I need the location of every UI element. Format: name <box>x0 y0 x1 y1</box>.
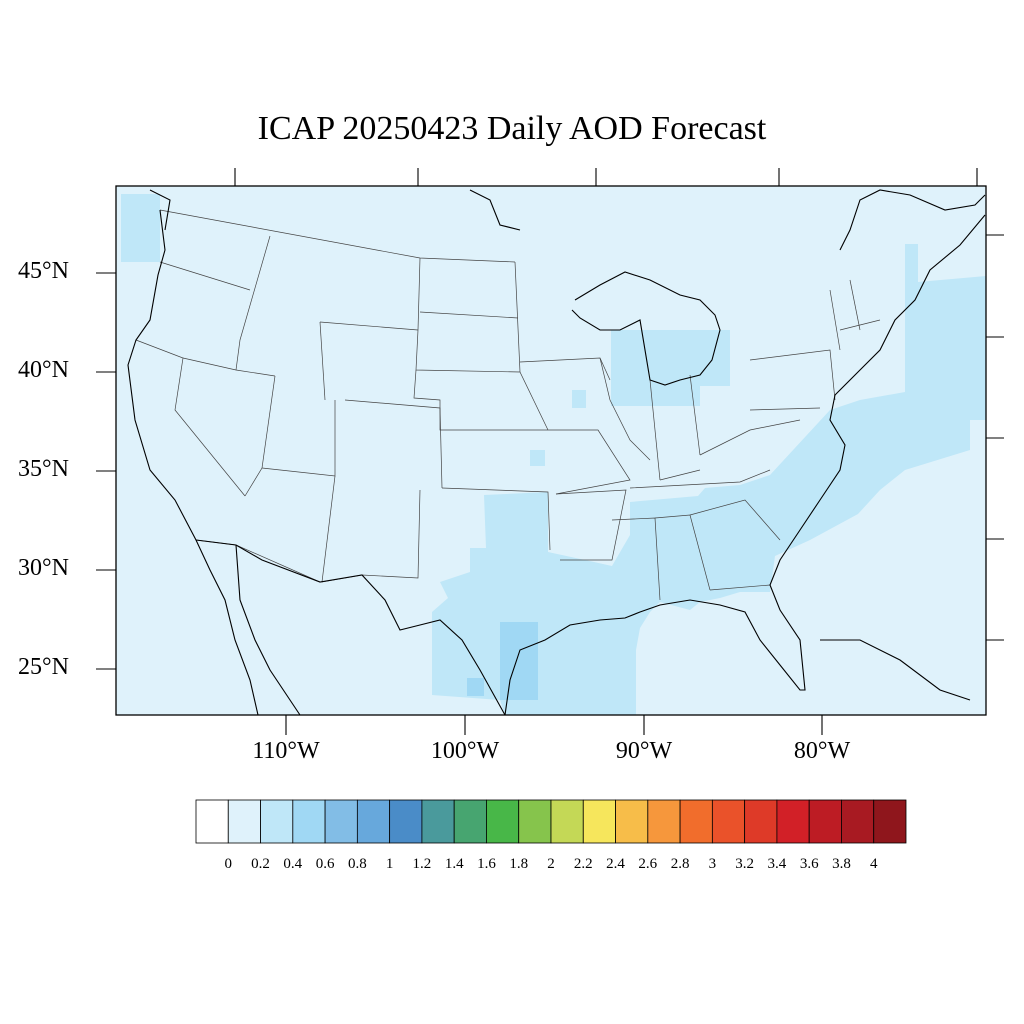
latitude-label-40n: 40°N <box>18 357 69 383</box>
colorbar-swatch <box>324 799 358 844</box>
longitude-label-110w: 110°W <box>252 738 320 764</box>
colorbar-swatch <box>356 799 391 844</box>
colorbar-swatch <box>550 799 584 844</box>
colorbar-tick-label: 2.6 <box>638 856 658 872</box>
colorbar-swatch <box>421 799 455 844</box>
colorbar-swatch <box>518 799 552 844</box>
colorbar <box>195 799 907 844</box>
longitude-label-100w: 100°W <box>430 738 500 764</box>
colorbar-tick-label: 2.8 <box>670 856 690 872</box>
latitude-ticks <box>96 234 1004 670</box>
colorbar-swatch <box>776 799 810 844</box>
colorbar-tick-label: 0.6 <box>315 856 335 872</box>
colorbar-swatch <box>808 799 842 844</box>
colorbar-tick-label: 1.8 <box>509 856 529 872</box>
colorbar-swatch <box>873 799 907 844</box>
colorbar-tick-label: 0.2 <box>251 856 270 872</box>
colorbar-swatch <box>841 799 875 844</box>
longitude-ticks <box>234 168 978 735</box>
colorbar-tick-label: 4 <box>869 856 878 872</box>
colorbar-tick-label: 2.2 <box>573 856 593 872</box>
colorbar-tick-label: 3 <box>708 856 717 872</box>
colorbar-swatch <box>744 799 778 844</box>
colorbar-tick-label: 3.4 <box>767 856 787 872</box>
latitude-label-35n: 35°N <box>18 456 69 482</box>
colorbar-swatch <box>486 799 520 844</box>
colorbar-swatch <box>195 799 229 844</box>
colorbar-tick-label: 3.2 <box>735 856 754 872</box>
map-title: ICAP 20250423 Daily AOD Forecast <box>257 110 767 147</box>
latitude-label-25n: 25°N <box>18 654 69 680</box>
colorbar-swatch <box>292 799 326 844</box>
colorbar-swatch <box>453 799 487 844</box>
coastlines <box>127 189 986 716</box>
aod-patches-light <box>121 194 986 715</box>
colorbar-swatch <box>679 799 713 844</box>
colorbar-tick-label: 3.8 <box>832 856 851 872</box>
map-frame <box>115 185 987 716</box>
latitude-label-30n: 30°N <box>18 555 69 581</box>
colorbar-swatch <box>582 799 616 844</box>
colorbar-tick-label: 1.2 <box>412 856 432 872</box>
colorbar-swatch <box>615 799 649 844</box>
colorbar-tick-label: 1.6 <box>477 856 496 872</box>
longitude-label-80w: 80°W <box>793 738 851 764</box>
latitude-label-45n: 45°N <box>18 258 69 284</box>
longitude-label-90w: 90°W <box>615 738 673 764</box>
colorbar-swatch <box>711 799 746 844</box>
colorbar-tick-label: 0.4 <box>283 856 303 872</box>
colorbar-swatch <box>260 799 294 844</box>
colorbar-tick-label: 2 <box>547 856 555 872</box>
colorbar-tick-label: 1.4 <box>444 856 464 872</box>
colorbar-swatch <box>647 799 681 844</box>
colorbar-tick-label: 0 <box>224 856 233 872</box>
colorbar-swatch <box>389 799 423 844</box>
colorbar-tick-label: 1 <box>385 856 394 872</box>
colorbar-tick-label: 0.8 <box>348 856 367 872</box>
colorbar-tick-label: 3.6 <box>799 856 819 872</box>
colorbar-swatch <box>227 799 261 844</box>
colorbar-tick-label: 2.4 <box>606 856 625 872</box>
state-borders <box>135 209 881 601</box>
